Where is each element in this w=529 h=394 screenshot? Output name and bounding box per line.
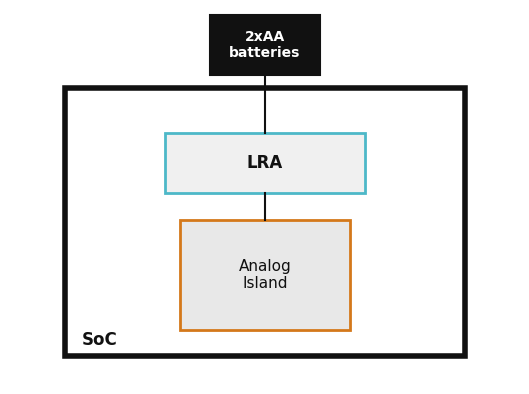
Text: 2xAA
batteries: 2xAA batteries [229,30,300,60]
Bar [210,15,320,75]
Text: LRA: LRA [247,154,283,172]
Text: Analog
Island: Analog Island [239,259,291,291]
Bar [165,133,365,193]
Bar [65,88,465,356]
Text: SoC: SoC [82,331,118,349]
Bar [180,220,350,330]
